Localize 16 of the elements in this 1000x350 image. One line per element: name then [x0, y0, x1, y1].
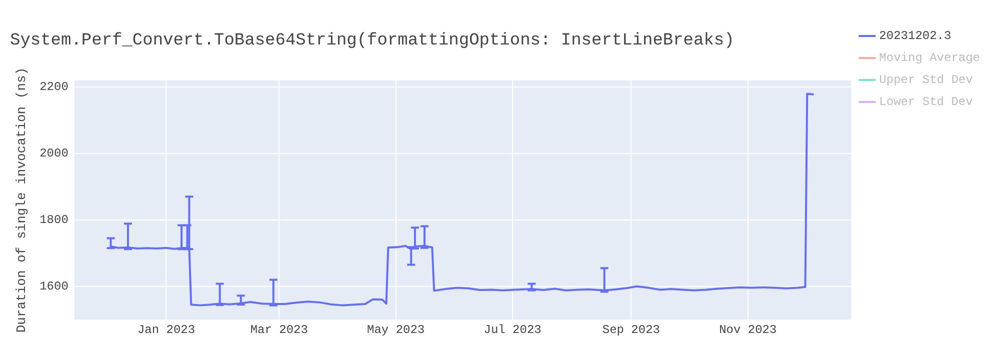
y-tick-label: 1600: [40, 280, 68, 294]
x-tick-label: May 2023: [367, 322, 425, 337]
legend-label: Moving Average: [879, 51, 980, 66]
x-tick-label: Nov 2023: [719, 322, 777, 337]
x-tick-label: Mar 2023: [250, 322, 308, 337]
x-tick-label: Jul 2023: [484, 322, 542, 337]
y-tick-label: 1800: [40, 213, 68, 228]
legend-label: 20231202.3: [879, 29, 952, 44]
y-tick-label: 2000: [40, 146, 68, 161]
y-tick-label: 2200: [40, 80, 68, 94]
x-tick-label: Jan 2023: [137, 322, 196, 337]
y-axis-title: Duration of single invocation (ns): [14, 67, 30, 333]
x-tick-label: Sep 2023: [602, 322, 660, 337]
chart-title: System.Perf_Convert.ToBase64String(formattingOptions: InsertLineBreaks): [10, 32, 734, 51]
legend-label: Upper Std Dev: [879, 73, 973, 88]
legend-label: Lower Std Dev: [879, 95, 973, 110]
